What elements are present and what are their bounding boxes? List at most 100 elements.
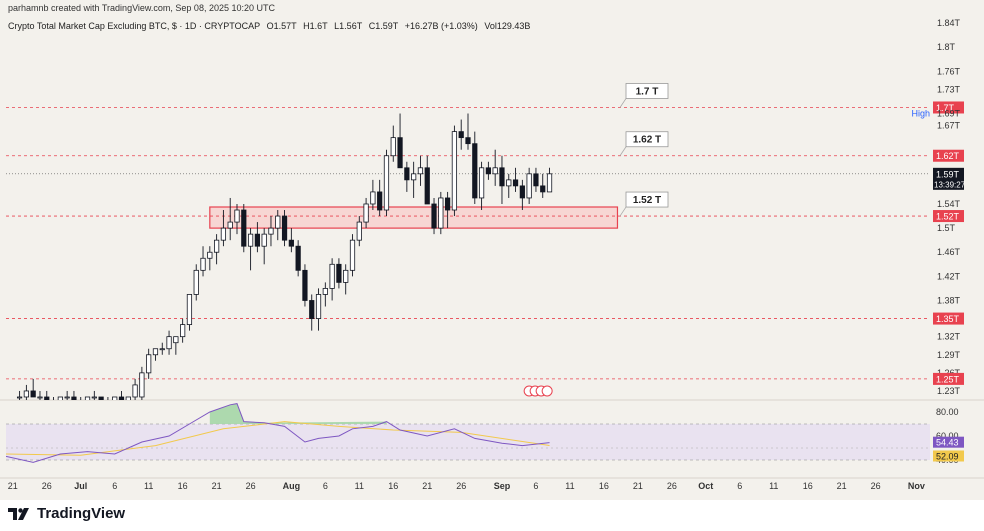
candle-up [234, 209, 240, 223]
time-axis-tick: 11 [565, 481, 574, 491]
candle-up [451, 131, 458, 211]
callout-pointer [619, 146, 627, 156]
candle-up [356, 221, 362, 241]
candle-up [492, 167, 498, 175]
candle-up [16, 396, 23, 399]
time-axis-tick: 6 [533, 481, 538, 491]
candle-up [91, 396, 97, 399]
time-axis-tick: 21 [837, 481, 847, 491]
level-price-tag [933, 312, 964, 325]
candle-up [546, 173, 553, 193]
time-axis-tick: 16 [599, 481, 609, 491]
candle-up [180, 324, 186, 338]
candle-up [247, 233, 254, 247]
candle-up [411, 173, 417, 181]
candle-down [302, 269, 308, 301]
time-axis-tick: 11 [769, 481, 778, 491]
candle-down [377, 191, 383, 211]
rsi-axis-tick: 80.00 [936, 407, 959, 417]
price-axis-tick: 1.54T [937, 199, 961, 209]
candle-up [417, 167, 424, 175]
price-axis-tick: 1.42T [937, 271, 961, 281]
candle-up [125, 396, 131, 400]
candle-up [220, 227, 227, 241]
price-axis-tick: 1.84T [937, 18, 961, 28]
chart-area[interactable]: 1.84T 1.8T 1.76T 1.73T 1.67T 1.54T 1.5T 1.46T 1.… [0, 0, 984, 500]
footer-bar [0, 500, 984, 531]
time-axis-tick: 6 [737, 481, 742, 491]
candle-up [383, 155, 390, 211]
level-price-label: 1.52T [936, 212, 960, 222]
candle-down [71, 396, 77, 400]
candle-down [404, 167, 410, 181]
time-axis-tick: 11 [355, 481, 364, 491]
tradingview-logo[interactable]: TradingView [8, 505, 125, 522]
level-price-tag [933, 372, 964, 385]
candle-up [207, 251, 213, 259]
price-axis-tick: 1.46T [937, 247, 961, 257]
price-axis-tick: 1.26T [937, 368, 961, 378]
candle-down [295, 245, 301, 271]
price-axis-tick: 1.76T [937, 66, 961, 76]
callout-box [625, 191, 669, 208]
candle-down [540, 185, 546, 193]
callout-pointer [619, 98, 627, 108]
time-axis-tick: 26 [456, 481, 466, 491]
rsi-band [6, 424, 930, 460]
candle-down [397, 137, 403, 169]
candle-down [281, 215, 288, 241]
price-axis-tick: 1.32T [937, 332, 961, 342]
ohlc-volume: Vol129.43B [484, 21, 531, 31]
rsi-axis-tick: 60.00 [936, 431, 959, 441]
price-axis-tick: 1.5T [937, 223, 956, 233]
candle-up [152, 348, 159, 356]
time-axis-tick: 26 [42, 481, 52, 491]
rsi-value-tag [933, 436, 964, 448]
price-axis-tick: 1.29T [937, 350, 961, 360]
candle-down [44, 396, 50, 400]
candle-up [261, 233, 267, 247]
tradingview-logo-icon [8, 507, 29, 520]
time-axis-tick: 21 [8, 481, 18, 491]
candle-down [458, 131, 464, 139]
level-price-tag [933, 149, 964, 162]
time-axis-tick: 6 [323, 481, 328, 491]
candle-up [106, 403, 110, 404]
time-axis-tick: 16 [388, 481, 398, 491]
candle-up [112, 396, 118, 400]
candle-down [98, 396, 104, 400]
price-axis-tick: 1.8T [937, 42, 956, 52]
price-chart[interactable]: 1.84T 1.8T 1.76T 1.73T 1.67T 1.54T 1.5T 1.46T 1.… [0, 0, 984, 500]
candle-up [23, 390, 29, 398]
high-marker-price: 1.69T [937, 109, 961, 119]
time-axis-tick: 11 [144, 481, 153, 491]
candle-up [275, 215, 281, 229]
candle-down [533, 173, 539, 187]
time-axis-tick: Sep [494, 481, 511, 491]
candle-up [478, 167, 485, 199]
time-axis-tick: 21 [422, 481, 432, 491]
candle-down [254, 233, 260, 247]
last-price-tag [933, 167, 964, 190]
candle-down [288, 239, 294, 247]
candle-up [173, 336, 179, 344]
time-axis-tick: 21 [212, 481, 222, 491]
level-price-label: 1.35T [936, 314, 960, 324]
candle-up [51, 403, 55, 404]
candle-down [465, 137, 471, 145]
time-axis-tick: Nov [908, 481, 925, 491]
candle-up [139, 372, 145, 398]
candle-up [438, 197, 444, 229]
callout-box [625, 83, 669, 99]
candle-up [57, 396, 63, 400]
candle-up [37, 396, 43, 399]
ohlc-change: +16.27B (+1.03%) [404, 21, 478, 31]
last-price-label: 1.59T [936, 169, 960, 179]
bar-countdown: 13:39:27 [934, 180, 966, 189]
credit-text: parhamnb created with TradingView.com, S… [8, 3, 275, 13]
level-price-label: 1.25T [936, 374, 960, 384]
brand-name: TradingView [37, 505, 126, 522]
time-axis-tick: 26 [667, 481, 677, 491]
candle-up [343, 269, 349, 283]
candle-up [268, 227, 274, 235]
